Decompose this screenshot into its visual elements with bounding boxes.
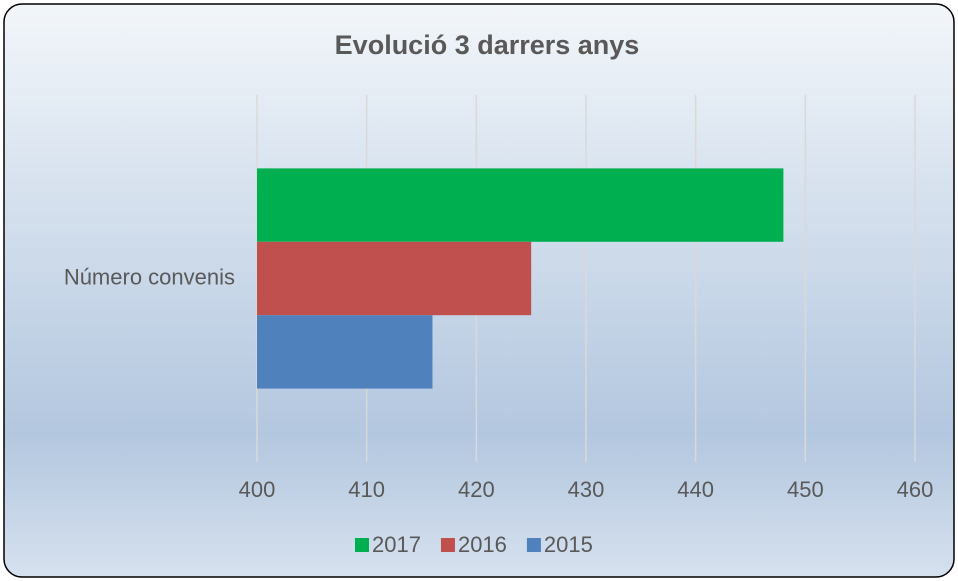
bar: [257, 241, 532, 316]
legend-label: 2016: [458, 532, 507, 557]
legend-label: 2015: [544, 532, 593, 557]
x-tick-label: 460: [897, 477, 934, 502]
chart-title: Evolució 3 darrers anys: [335, 30, 640, 60]
y-tick-label: Número convenis: [64, 264, 235, 289]
legend-swatch: [440, 538, 455, 552]
legend-swatch: [355, 538, 369, 552]
x-tick-label: 430: [568, 477, 605, 502]
legend-swatch: [526, 538, 541, 552]
bar: [257, 315, 433, 389]
x-tick-label: 400: [239, 477, 276, 502]
bar: [257, 168, 784, 242]
x-tick-label: 420: [458, 477, 495, 502]
x-tick-label: 450: [787, 477, 824, 502]
x-tick-label: 410: [348, 477, 385, 502]
legend-label: 2017: [372, 532, 421, 557]
x-tick-label: 440: [677, 477, 714, 502]
